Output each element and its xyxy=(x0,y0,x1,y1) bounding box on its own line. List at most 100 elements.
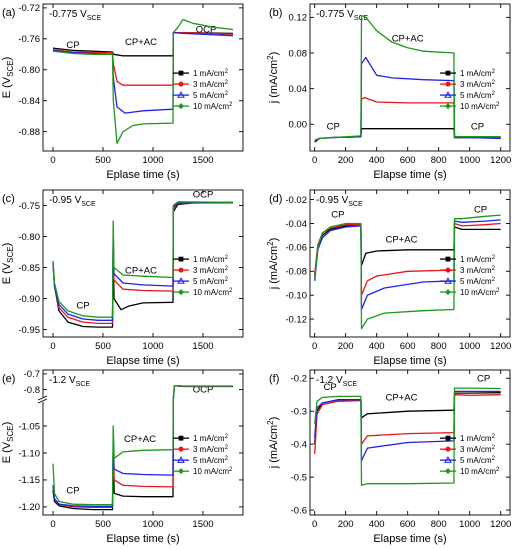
y-tick-label: -0.95 xyxy=(18,325,40,336)
x-tick-label: 600 xyxy=(400,519,416,530)
legend-marker-square xyxy=(178,70,184,76)
series-line-10-mA-cm2 xyxy=(52,18,234,144)
legend-label: 10 mA/cm2 xyxy=(193,467,233,476)
panel-a: 0 500 1000 1500 -0.72 -0.76 -0.80 -0.84 -0.88 Epl… xyxy=(1,3,244,181)
legend-marker-diamond xyxy=(178,468,184,475)
series-line-3-mA-cm2 xyxy=(314,394,501,455)
legend-marker-diamond xyxy=(178,103,184,110)
y-tick-label: -0.90 xyxy=(18,294,40,305)
y-tick-label: -0.85 xyxy=(18,263,40,274)
plot-frame xyxy=(309,3,511,152)
x-tick-label: 600 xyxy=(400,341,416,352)
panel-label: (c) xyxy=(2,193,15,205)
legend-label: 5 mA/cm2 xyxy=(193,456,229,465)
legend-label-main: 5 mA/cm xyxy=(193,277,225,286)
region-annotation: CP+AC xyxy=(125,37,157,48)
legend-label-main: 3 mA/cm xyxy=(193,266,225,275)
x-tick-label: 400 xyxy=(369,519,385,530)
y-tick-label: -0.2 xyxy=(291,374,307,385)
region-annotation: OCP xyxy=(193,385,214,396)
legend-label-main: 3 mA/cm xyxy=(193,80,225,89)
x-tick-label: 400 xyxy=(369,341,385,352)
y-tick-label: -1.15 xyxy=(18,475,40,486)
y-tick-label: -0.5 xyxy=(291,472,307,483)
x-tick-label: 0 xyxy=(50,519,55,530)
x-tick-label: 0 xyxy=(312,341,317,352)
y-tick-label: -1.20 xyxy=(18,502,40,513)
plot-frame xyxy=(309,189,511,338)
x-axis-label: Elapse time (s) xyxy=(373,169,446,181)
y-tick-label: -0.08 xyxy=(285,267,307,278)
y-tick-label: -1.10 xyxy=(18,448,40,459)
legend-label: 10 mA/cm2 xyxy=(193,102,233,111)
potential-value: -0.775 V xyxy=(49,9,87,20)
y-axis-label-end: ) xyxy=(268,238,280,242)
x-axis-label: Eplase time (s) xyxy=(106,169,179,181)
y-tick-label: -0.02 xyxy=(285,195,307,206)
legend-label-sup: 2 xyxy=(225,91,229,97)
legend-label-sup: 2 xyxy=(225,80,229,86)
y-tick-label: -0.3 xyxy=(291,406,307,417)
x-tick-label: 500 xyxy=(95,155,111,166)
legend-label: 5 mA/cm2 xyxy=(460,277,496,286)
region-annotation: CP xyxy=(477,374,490,385)
x-axis-label: Elapse time (s) xyxy=(373,533,446,545)
potential-value: -1.2 V xyxy=(316,375,343,386)
y-axis-label-main: E (V xyxy=(1,76,13,98)
legend-label-sup: 2 xyxy=(225,445,229,451)
legend-label-main: 10 mA/cm xyxy=(460,288,496,297)
y-tick-label: -0.75 xyxy=(18,201,40,212)
region-annotation: CP+AC xyxy=(392,33,424,44)
legend-label-sup: 2 xyxy=(225,456,229,462)
legend-label-main: 3 mA/cm xyxy=(460,445,492,454)
x-tick-label: 1500 xyxy=(192,341,213,352)
legend-label-main: 1 mA/cm xyxy=(460,434,492,443)
legend-label: 3 mA/cm2 xyxy=(193,80,229,89)
x-tick-label: 800 xyxy=(431,155,447,166)
panel-f: 0 200 400 600 800 1000 1200 -0.2 -0.3 -0.4 -0.5 -0.… xyxy=(266,369,511,545)
y-tick-label: -1.05 xyxy=(18,421,40,432)
y-tick-label: -0.6 xyxy=(291,505,307,516)
legend-label-sup: 2 xyxy=(229,102,233,108)
axis-break-mark xyxy=(37,395,48,401)
legend-label-sup: 2 xyxy=(492,277,496,283)
legend-marker-triangle xyxy=(444,91,452,98)
legend-label-main: 10 mA/cm xyxy=(460,467,496,476)
y-tick-label: -0.12 xyxy=(285,314,307,325)
legend-marker-diamond xyxy=(445,468,451,475)
potential-value: -0.95 V xyxy=(49,195,82,206)
legend-label-sup: 2 xyxy=(492,445,496,451)
x-tick-label: 600 xyxy=(400,155,416,166)
legend-label-main: 10 mA/cm xyxy=(193,288,229,297)
potential-value: -0.775 V xyxy=(316,9,354,20)
legend-marker-circle xyxy=(445,81,451,87)
x-tick-label: 500 xyxy=(95,519,111,530)
y-axis-label-end: ) xyxy=(1,243,13,247)
legend-marker-square xyxy=(445,256,451,262)
x-tick-label: 1000 xyxy=(459,519,480,530)
panel-label: (e) xyxy=(2,373,15,385)
y-tick-label: 0.08 xyxy=(289,48,308,59)
series-line-10-mA-cm2 xyxy=(52,385,233,506)
legend-label-sup: 2 xyxy=(496,288,500,294)
legend-label-main: 1 mA/cm xyxy=(460,69,492,78)
legend-marker-circle xyxy=(178,81,184,87)
legend-label-main: 10 mA/cm xyxy=(193,102,229,111)
y-axis-label-sub: SCE xyxy=(6,60,15,76)
legend-label: 3 mA/cm2 xyxy=(193,266,229,275)
legend-label-main: 3 mA/cm xyxy=(460,266,492,275)
x-tick-label: 400 xyxy=(369,155,385,166)
panel-label: (b) xyxy=(269,7,282,19)
legend-label: 3 mA/cm2 xyxy=(460,80,496,89)
x-tick-label: 1000 xyxy=(142,519,163,530)
y-tick-label: -0.04 xyxy=(285,219,307,230)
region-annotation: CP+AC xyxy=(385,235,417,246)
y-axis-label-end: ) xyxy=(1,57,13,61)
legend-marker-circle xyxy=(445,446,451,452)
x-tick-label: 800 xyxy=(431,519,447,530)
region-annotation: CP xyxy=(474,205,487,216)
legend-label: 10 mA/cm2 xyxy=(460,467,500,476)
y-tick-label: -0.06 xyxy=(285,243,307,254)
x-axis-label: Elapse time (s) xyxy=(106,355,179,367)
legend-label-main: 5 mA/cm xyxy=(193,456,225,465)
